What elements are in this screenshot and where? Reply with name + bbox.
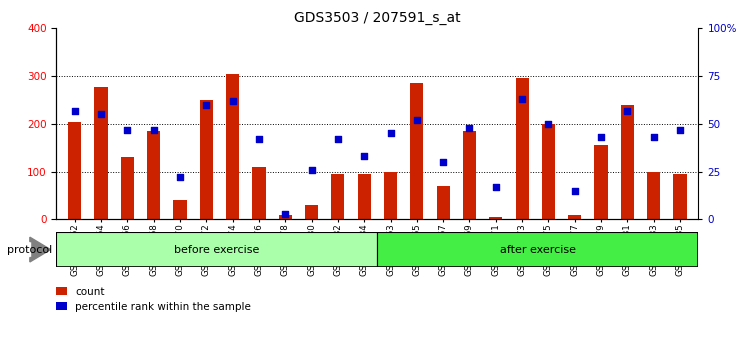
Bar bbox=[569, 215, 581, 219]
Bar bbox=[95, 87, 107, 219]
Point bbox=[279, 211, 291, 217]
Bar bbox=[305, 205, 318, 219]
Bar bbox=[331, 174, 345, 219]
FancyArrow shape bbox=[30, 237, 50, 262]
Text: after exercise: after exercise bbox=[500, 245, 576, 255]
Point bbox=[516, 96, 528, 102]
Bar bbox=[674, 174, 686, 219]
Bar bbox=[436, 186, 450, 219]
Bar bbox=[515, 79, 529, 219]
Point bbox=[332, 136, 344, 142]
Point bbox=[595, 135, 607, 140]
Point bbox=[306, 167, 318, 173]
Point bbox=[647, 135, 659, 140]
Bar bbox=[489, 217, 502, 219]
Bar bbox=[279, 215, 292, 219]
Point bbox=[621, 108, 633, 113]
Bar bbox=[226, 74, 240, 219]
Point bbox=[201, 102, 213, 108]
Bar bbox=[377, 232, 698, 267]
Bar bbox=[173, 200, 186, 219]
Point bbox=[95, 112, 107, 117]
Bar bbox=[542, 124, 555, 219]
Legend: count, percentile rank within the sample: count, percentile rank within the sample bbox=[56, 287, 251, 312]
Point bbox=[174, 175, 186, 180]
Text: protocol: protocol bbox=[8, 245, 53, 255]
Point bbox=[122, 127, 134, 132]
Point bbox=[674, 127, 686, 132]
Bar bbox=[357, 174, 371, 219]
Point bbox=[358, 154, 370, 159]
Bar bbox=[121, 157, 134, 219]
Point bbox=[437, 159, 449, 165]
Text: GDS3503 / 207591_s_at: GDS3503 / 207591_s_at bbox=[294, 11, 460, 25]
Bar bbox=[200, 100, 213, 219]
Point bbox=[490, 184, 502, 190]
Point bbox=[569, 188, 581, 194]
Point bbox=[253, 136, 265, 142]
Bar bbox=[410, 83, 424, 219]
Bar bbox=[56, 232, 377, 267]
Bar bbox=[647, 172, 660, 219]
Bar bbox=[621, 105, 634, 219]
Bar bbox=[463, 131, 476, 219]
Point bbox=[463, 125, 475, 131]
Point bbox=[542, 121, 554, 127]
Point bbox=[385, 131, 397, 136]
Point bbox=[69, 108, 81, 113]
Bar bbox=[384, 172, 397, 219]
Bar bbox=[252, 167, 266, 219]
Bar bbox=[147, 131, 160, 219]
Bar bbox=[595, 145, 608, 219]
Point bbox=[227, 98, 239, 104]
Point bbox=[148, 127, 160, 132]
Point bbox=[411, 117, 423, 123]
Text: before exercise: before exercise bbox=[174, 245, 260, 255]
Bar bbox=[68, 121, 81, 219]
